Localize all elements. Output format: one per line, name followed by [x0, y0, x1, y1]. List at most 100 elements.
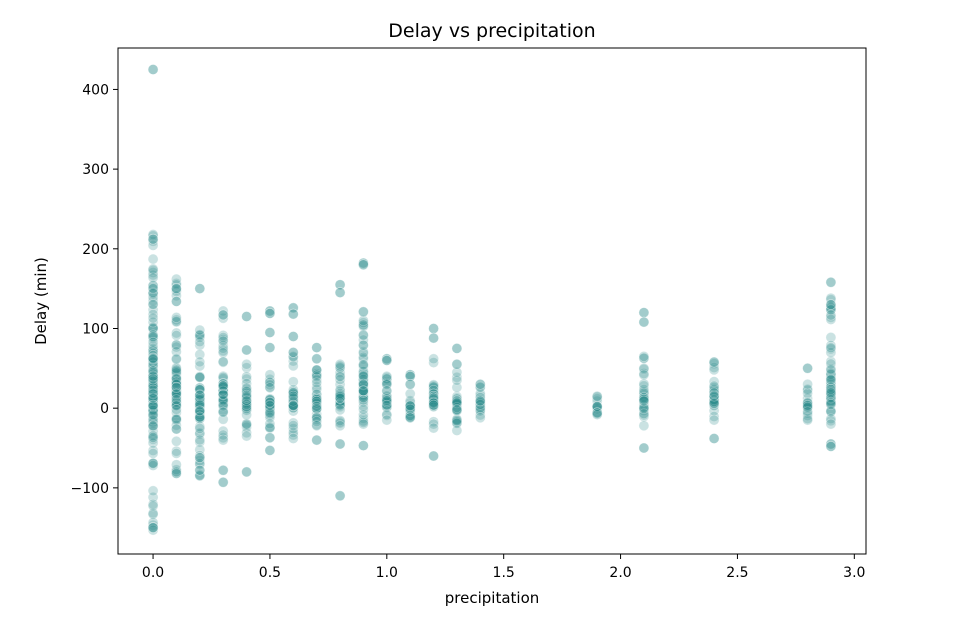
scatter-point [358, 381, 369, 393]
scatter-point [825, 390, 837, 402]
scatter-point [358, 257, 369, 269]
scatter-point [591, 401, 603, 412]
scatter-point [147, 272, 159, 284]
scatter-point [194, 382, 206, 394]
scatter-point [171, 283, 182, 294]
scatter-point [147, 448, 159, 459]
scatter-point [171, 384, 182, 396]
scatter-point [638, 399, 650, 411]
scatter-point [428, 396, 439, 408]
scatter-point [171, 396, 182, 408]
scatter-point [147, 264, 159, 276]
scatter-point [194, 455, 206, 466]
scatter-point [217, 476, 229, 488]
scatter-point [428, 323, 439, 334]
scatter-point [825, 413, 837, 425]
scatter-point [241, 311, 252, 322]
scatter-point [708, 390, 720, 402]
scatter-point [241, 399, 252, 411]
scatter-point [825, 332, 837, 343]
scatter-point [241, 401, 252, 413]
scatter-point [287, 400, 299, 411]
scatter-point [474, 409, 486, 421]
scatter-point [147, 298, 159, 310]
scatter-point [358, 306, 369, 318]
scatter-point [241, 418, 252, 430]
scatter-point [802, 397, 813, 408]
scatter-point [428, 323, 439, 334]
scatter-point [428, 399, 439, 411]
scatter-point [217, 389, 229, 400]
scatter-point [381, 373, 393, 384]
scatter-point [147, 365, 159, 377]
scatter-point [217, 335, 229, 347]
scatter-point [334, 386, 346, 397]
scatter-point [264, 432, 276, 444]
scatter-point [171, 273, 182, 285]
scatter-point [171, 389, 182, 401]
scatter-point [358, 440, 369, 451]
scatter-point [825, 406, 837, 417]
scatter-point [358, 334, 369, 346]
scatter-point [287, 393, 299, 405]
scatter-point [147, 386, 159, 398]
scatter-point [825, 314, 837, 325]
scatter-point [428, 382, 439, 394]
scatter-point [825, 276, 837, 288]
scatter-point [334, 374, 346, 385]
scatter-point [194, 411, 206, 423]
scatter-point [264, 410, 276, 422]
scatter-point [147, 394, 159, 405]
scatter-point [194, 423, 206, 434]
scatter-point [171, 423, 182, 435]
scatter-point [404, 402, 416, 414]
scatter-point [287, 401, 299, 413]
scatter-point [147, 437, 159, 449]
scatter-point [217, 395, 229, 406]
scatter-point [311, 369, 323, 381]
scatter-point [171, 386, 182, 398]
scatter-point [147, 376, 159, 388]
scatter-point [264, 408, 276, 420]
y-tick-label: 200 [82, 242, 109, 258]
scatter-point [358, 387, 369, 398]
scatter-point [474, 395, 486, 407]
scatter-point [451, 414, 463, 426]
y-tick-label: 400 [82, 82, 109, 98]
scatter-point [241, 389, 252, 401]
scatter-point [451, 374, 463, 386]
scatter-point [428, 390, 439, 402]
scatter-point [358, 385, 369, 396]
scatter-point [474, 378, 486, 390]
scatter-point [638, 368, 650, 379]
scatter-point [358, 418, 369, 430]
scatter-point [428, 332, 439, 344]
scatter-point [147, 416, 159, 428]
scatter-point [194, 394, 206, 406]
scatter-point [311, 413, 323, 425]
scatter-point [404, 378, 416, 390]
scatter-point [147, 365, 159, 377]
scatter-point [147, 392, 159, 404]
scatter-point [194, 372, 206, 383]
scatter-point [287, 387, 299, 398]
scatter-point [194, 397, 206, 409]
scatter-point [311, 364, 323, 376]
scatter-point [381, 402, 393, 413]
scatter-point [194, 392, 206, 404]
scatter-point [217, 464, 229, 476]
scatter-point [264, 393, 276, 405]
scatter-point [334, 370, 346, 382]
scatter-point [171, 468, 182, 479]
scatter-point [147, 353, 159, 364]
scatter-point [171, 388, 182, 400]
scatter-point [287, 427, 299, 438]
scatter-point [358, 386, 369, 398]
scatter-point [358, 377, 369, 389]
scatter-point [147, 229, 159, 240]
scatter-point [217, 383, 229, 394]
scatter-point [825, 302, 837, 314]
scatter-point [708, 391, 720, 403]
scatter-point [287, 331, 299, 342]
